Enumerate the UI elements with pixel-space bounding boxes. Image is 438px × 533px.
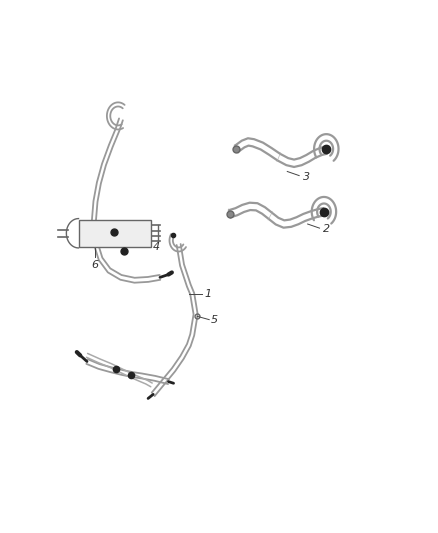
Text: 4: 4 <box>153 241 160 252</box>
Text: 6: 6 <box>92 260 99 270</box>
Text: 5: 5 <box>211 314 218 325</box>
Text: 3: 3 <box>303 172 310 182</box>
Text: 1: 1 <box>204 289 211 299</box>
Bar <box>78 220 152 247</box>
Text: 2: 2 <box>323 224 330 234</box>
